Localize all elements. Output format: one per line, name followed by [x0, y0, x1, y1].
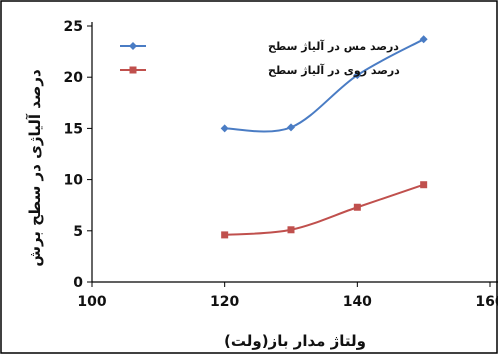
series-line	[224, 183, 424, 236]
series-1	[220, 35, 428, 133]
data-point	[353, 203, 361, 211]
data-point	[220, 124, 229, 133]
y-axis-title: درصد آلیاژی در سطح برش	[26, 69, 44, 267]
legend-label: درصد مس در آلیاژ سطح	[268, 39, 399, 53]
y-tick-label: 5	[73, 224, 83, 240]
y-tick-label: 25	[64, 19, 83, 35]
series-2	[221, 181, 428, 239]
y-tick-label: 20	[64, 70, 84, 86]
data-point	[419, 35, 428, 44]
data-point	[287, 226, 295, 234]
legend-swatch-marker	[129, 66, 137, 74]
series-line	[224, 38, 425, 133]
x-axis-title: ولتاژ مدار باز(ولت)	[224, 332, 366, 350]
legend-item: درصد روی در آلیاژ سطح	[120, 63, 400, 77]
legend-swatch-marker	[129, 42, 137, 50]
legend-label: درصد روی در آلیاژ سطح	[268, 63, 400, 77]
x-tick-label: 140	[343, 294, 372, 310]
legend-item: درصد مس در آلیاژ سطح	[120, 39, 399, 53]
data-point	[221, 231, 229, 239]
data-point	[420, 181, 428, 189]
y-tick-label: 0	[73, 275, 83, 291]
x-tick-label: 100	[77, 294, 106, 310]
x-tick-label: 120	[210, 294, 239, 310]
data-point	[287, 123, 295, 132]
y-tick-label: 10	[64, 173, 84, 189]
y-tick-label: 15	[64, 121, 83, 137]
x-tick-label: 160	[475, 294, 498, 310]
data-point	[353, 71, 362, 80]
